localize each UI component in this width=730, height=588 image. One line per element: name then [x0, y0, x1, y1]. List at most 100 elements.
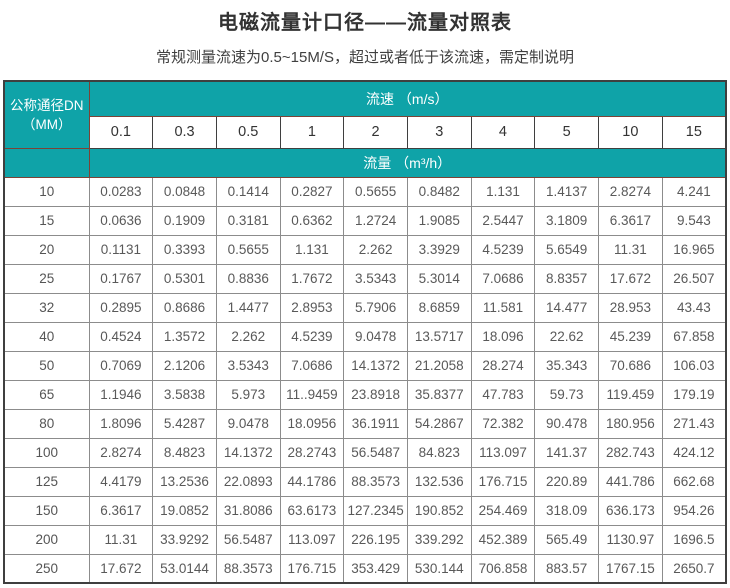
- flow-value-cell: 9.0478: [215, 408, 281, 439]
- flow-value-cell: 954.26: [661, 495, 727, 526]
- flow-value-cell: 8.6859: [406, 292, 472, 323]
- dn-cell: 100: [3, 437, 90, 468]
- flow-value-cell: 2.8274: [598, 176, 663, 207]
- flow-value-cell: 18.096: [470, 321, 536, 352]
- flow-value-cell: 353.429: [343, 553, 408, 584]
- flow-value-cell: 176.715: [470, 466, 536, 497]
- table-row: 200 11.31 33.9292 56.5487 113.097 226.195 339.…: [3, 524, 727, 555]
- flow-value-cell: 6.3617: [88, 495, 154, 526]
- flow-value-cell: 26.507: [661, 263, 727, 294]
- flow-value-cell: 0.0283: [88, 176, 154, 207]
- corner-header-line2: （MM）: [22, 116, 72, 132]
- flow-value-cell: 70.686: [598, 350, 663, 381]
- flow-value-cell: 43.43: [661, 292, 727, 323]
- table-row: 65 1.1946 3.5838 5.973 11..9459 23.8918 35.837…: [3, 379, 727, 410]
- flow-value-cell: 88.3573: [215, 553, 281, 584]
- flow-value-cell: 1696.5: [661, 524, 727, 555]
- flow-value-cell: 23.8918: [343, 379, 408, 410]
- flow-value-cell: 59.73: [534, 379, 599, 410]
- dn-cell: 150: [3, 495, 90, 526]
- flow-value-cell: 0.1909: [152, 205, 217, 236]
- flow-value-cell: 5.4287: [152, 408, 217, 439]
- velocity-value-cell: 1: [279, 115, 345, 149]
- flow-header-spacer: [3, 147, 90, 178]
- table-row: 40 0.4524 1.3572 2.262 4.5239 9.0478 13.5717 18…: [3, 321, 727, 352]
- flow-value-cell: 113.097: [470, 437, 536, 468]
- flow-value-cell: 441.786: [598, 466, 663, 497]
- velocity-value-cell: 5: [534, 115, 599, 149]
- dn-cell: 20: [3, 234, 90, 265]
- flow-value-cell: 31.8086: [215, 495, 281, 526]
- flow-value-cell: 8.8357: [534, 263, 599, 294]
- flow-value-cell: 1767.15: [598, 553, 663, 584]
- flow-value-cell: 662.68: [661, 466, 727, 497]
- flow-value-cell: 72.382: [470, 408, 536, 439]
- flow-value-cell: 0.1414: [215, 176, 281, 207]
- corner-header-line1: 公称通径DN: [10, 97, 84, 113]
- flow-value-cell: 0.5655: [343, 176, 408, 207]
- velocity-header: 流速 （m/s）: [88, 80, 727, 117]
- dn-cell: 200: [3, 524, 90, 555]
- flow-value-cell: 0.7069: [88, 350, 154, 381]
- flow-value-cell: 17.672: [88, 553, 154, 584]
- flow-value-cell: 13.5717: [406, 321, 472, 352]
- flow-value-cell: 3.3929: [406, 234, 472, 265]
- flow-value-cell: 0.5655: [215, 234, 281, 265]
- flow-value-cell: 56.5487: [343, 437, 408, 468]
- flow-value-cell: 28.274: [470, 350, 536, 381]
- flow-value-cell: 565.49: [534, 524, 599, 555]
- flow-value-cell: 54.2867: [406, 408, 472, 439]
- flow-value-cell: 3.1809: [534, 205, 599, 236]
- flow-value-cell: 0.8686: [152, 292, 217, 323]
- table-row: 250 17.672 53.0144 88.3573 176.715 353.429 530…: [3, 553, 727, 584]
- flow-value-cell: 6.3617: [598, 205, 663, 236]
- flow-value-cell: 0.6362: [279, 205, 345, 236]
- flow-value-cell: 0.1131: [88, 234, 154, 265]
- table-row: 125 4.4179 13.2536 22.0893 44.1786 88.3573 132…: [3, 466, 727, 497]
- flow-value-cell: 45.239: [598, 321, 663, 352]
- dn-cell: 10: [3, 176, 90, 207]
- dn-cell: 15: [3, 205, 90, 236]
- flow-value-cell: 11.31: [598, 234, 663, 265]
- table-row: 20 0.1131 0.3393 0.5655 1.131 2.262 3.3929 4.52…: [3, 234, 727, 265]
- flow-value-cell: 1.8096: [88, 408, 154, 439]
- flow-value-cell: 0.1767: [88, 263, 154, 294]
- page-title: 电磁流量计口径——流量对照表: [218, 12, 512, 34]
- velocity-value-cell: 0.3: [152, 115, 217, 149]
- flow-value-cell: 318.09: [534, 495, 599, 526]
- flow-value-cell: 4.5239: [279, 321, 345, 352]
- flow-value-cell: 0.0636: [88, 205, 154, 236]
- flow-value-cell: 47.783: [470, 379, 536, 410]
- flow-value-cell: 180.956: [598, 408, 663, 439]
- flow-value-cell: 19.0852: [152, 495, 217, 526]
- flow-value-cell: 9.0478: [343, 321, 408, 352]
- table-row: 25 0.1767 0.5301 0.8836 1.7672 3.5343 5.3014 7.…: [3, 263, 727, 294]
- flow-value-cell: 254.469: [470, 495, 536, 526]
- flow-value-cell: 18.0956: [279, 408, 345, 439]
- flow-value-cell: 7.0686: [470, 263, 536, 294]
- flow-value-cell: 220.89: [534, 466, 599, 497]
- corner-header-dn: 公称通径DN （MM）: [3, 80, 90, 149]
- page-subtitle: 常规测量流速为0.5~15M/S，超过或者低于该流速，需定制说明: [156, 49, 574, 66]
- dn-cell: 80: [3, 408, 90, 439]
- flow-value-cell: 56.5487: [215, 524, 281, 555]
- flow-value-cell: 84.823: [406, 437, 472, 468]
- flow-value-cell: 7.0686: [279, 350, 345, 381]
- flow-comparison-table: 公称通径DN （MM） 流速 （m/s） 0.1 0.3 0.5 1 2 3 4 5 10 15 …: [3, 80, 727, 584]
- flow-value-cell: 113.097: [279, 524, 345, 555]
- dn-cell: 32: [3, 292, 90, 323]
- flow-value-cell: 132.536: [406, 466, 472, 497]
- velocity-header-row: 公称通径DN （MM） 流速 （m/s）: [3, 80, 727, 149]
- flow-value-cell: 63.6173: [279, 495, 345, 526]
- dn-cell: 65: [3, 379, 90, 410]
- flow-value-cell: 21.2058: [406, 350, 472, 381]
- flow-value-cell: 0.0848: [152, 176, 217, 207]
- flow-value-cell: 44.1786: [279, 466, 345, 497]
- flow-value-cell: 0.5301: [152, 263, 217, 294]
- flow-value-cell: 0.8836: [215, 263, 281, 294]
- flow-value-cell: 452.389: [470, 524, 536, 555]
- flow-value-cell: 1.7672: [279, 263, 345, 294]
- velocity-value-cell: 10: [598, 115, 663, 149]
- flow-value-cell: 226.195: [343, 524, 408, 555]
